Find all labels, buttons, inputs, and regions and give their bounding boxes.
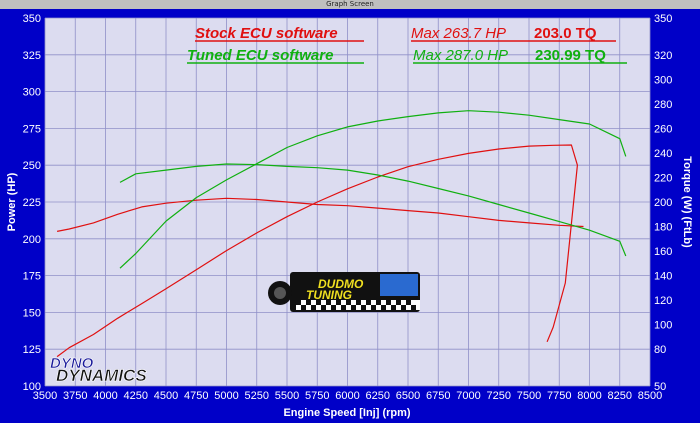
x-tick-label: 6250 xyxy=(366,390,390,402)
y-right-tick-label: 50 xyxy=(654,381,666,393)
x-tick-label: 7750 xyxy=(547,390,571,402)
dyno-logo-top: DYNO xyxy=(50,355,94,372)
tuned-torque-curve xyxy=(119,163,627,257)
y-left-tick-label: 225 xyxy=(23,197,41,209)
x-tick-label: 7250 xyxy=(487,390,511,402)
x-tick-label: 5000 xyxy=(214,390,238,402)
y-left-tick-label: 150 xyxy=(23,307,41,319)
y-right-tick-label: 140 xyxy=(654,271,672,283)
y-right-tick-label: 300 xyxy=(654,74,672,86)
y-right-tick-label: 280 xyxy=(654,99,672,111)
y-left-tick-label: 175 xyxy=(23,271,41,283)
x-tick-label: 3750 xyxy=(63,390,87,402)
x-tick-label: 5500 xyxy=(275,390,299,402)
y-right-tick-label: 320 xyxy=(654,50,672,62)
tuned-max-hp: Max 287.0 HP xyxy=(413,47,508,64)
tuner-logo-bottom: TUNING xyxy=(306,288,352,302)
y-left-axis-label: Power (HP) xyxy=(6,172,18,231)
curves xyxy=(56,110,627,358)
y-right-tick-label: 200 xyxy=(654,197,672,209)
x-tick-label: 7000 xyxy=(456,390,480,402)
stock-max-hp: Max 263.7 HP xyxy=(411,25,506,42)
y-left-tick-label: 125 xyxy=(23,344,41,356)
y-left-tick-label: 275 xyxy=(23,123,41,135)
y-right-tick-label: 220 xyxy=(654,172,672,184)
x-tick-label: 4750 xyxy=(184,390,208,402)
dyno-dynamics-logo: DYNO DYNAMICS xyxy=(50,355,148,386)
x-tick-label: 6750 xyxy=(426,390,450,402)
y-left-tick-label: 100 xyxy=(23,381,41,393)
y-right-tick-label: 80 xyxy=(654,344,666,356)
y-right-tick-label: 100 xyxy=(654,320,672,332)
y-right-tick-labels: 50 80 100 120 140 160 180 200 220 240 260 280 300 320… xyxy=(654,13,672,393)
y-right-axis-label: Torque (W) (FtLb) xyxy=(681,156,693,248)
window-titlebar: Graph Screen xyxy=(0,0,700,9)
x-tick-label: 5750 xyxy=(305,390,329,402)
tuner-logo: DUDMO TUNING xyxy=(268,272,420,312)
tuned-max-tq: 230.99 TQ xyxy=(535,47,606,64)
y-left-tick-label: 300 xyxy=(23,87,41,99)
legend-tuned: Tuned ECU software xyxy=(187,47,333,64)
legend-stock: Stock ECU software xyxy=(195,25,338,42)
grid-lines xyxy=(44,17,651,387)
x-tick-label: 8000 xyxy=(577,390,601,402)
y-left-tick-labels: 100 125 150 175 200 225 250 275 300 325 350 xyxy=(23,13,41,393)
stock-power-curve xyxy=(56,144,579,358)
x-tick-label: 6000 xyxy=(335,390,359,402)
x-tick-label: 8250 xyxy=(608,390,632,402)
legend: Stock ECU software Tuned ECU software Ma… xyxy=(187,25,627,64)
x-tick-labels: 3500 3750 4000 4250 4500 4750 5000 5250 5500 5750… xyxy=(33,390,662,402)
y-right-tick-label: 350 xyxy=(654,13,672,25)
y-right-tick-label: 180 xyxy=(654,222,672,234)
x-tick-label: 5250 xyxy=(245,390,269,402)
dyno-logo-bottom: DYNAMICS xyxy=(56,366,147,385)
stock-torque-curve xyxy=(56,197,584,232)
x-axis-label: Engine Speed [Inj] (rpm) xyxy=(283,407,410,419)
y-left-tick-label: 200 xyxy=(23,234,41,246)
window-title: Graph Screen xyxy=(326,0,374,8)
x-tick-label: 4500 xyxy=(154,390,178,402)
x-tick-label: 4250 xyxy=(124,390,148,402)
x-tick-label: 6500 xyxy=(396,390,420,402)
stock-max-tq: 203.0 TQ xyxy=(534,25,597,42)
y-left-tick-label: 250 xyxy=(23,160,41,172)
y-right-tick-label: 240 xyxy=(654,148,672,160)
tuned-power-curve xyxy=(119,110,627,269)
x-tick-label: 3500 xyxy=(33,390,57,402)
tuner-logo-top: DUDMO xyxy=(318,277,364,291)
y-left-tick-label: 350 xyxy=(23,13,41,25)
y-left-tick-label: 325 xyxy=(23,50,41,62)
y-right-tick-label: 260 xyxy=(654,123,672,135)
y-right-tick-label: 120 xyxy=(654,295,672,307)
y-right-tick-label: 160 xyxy=(654,246,672,258)
x-tick-label: 8500 xyxy=(638,390,662,402)
x-tick-label: 4000 xyxy=(93,390,117,402)
x-tick-label: 7500 xyxy=(517,390,541,402)
